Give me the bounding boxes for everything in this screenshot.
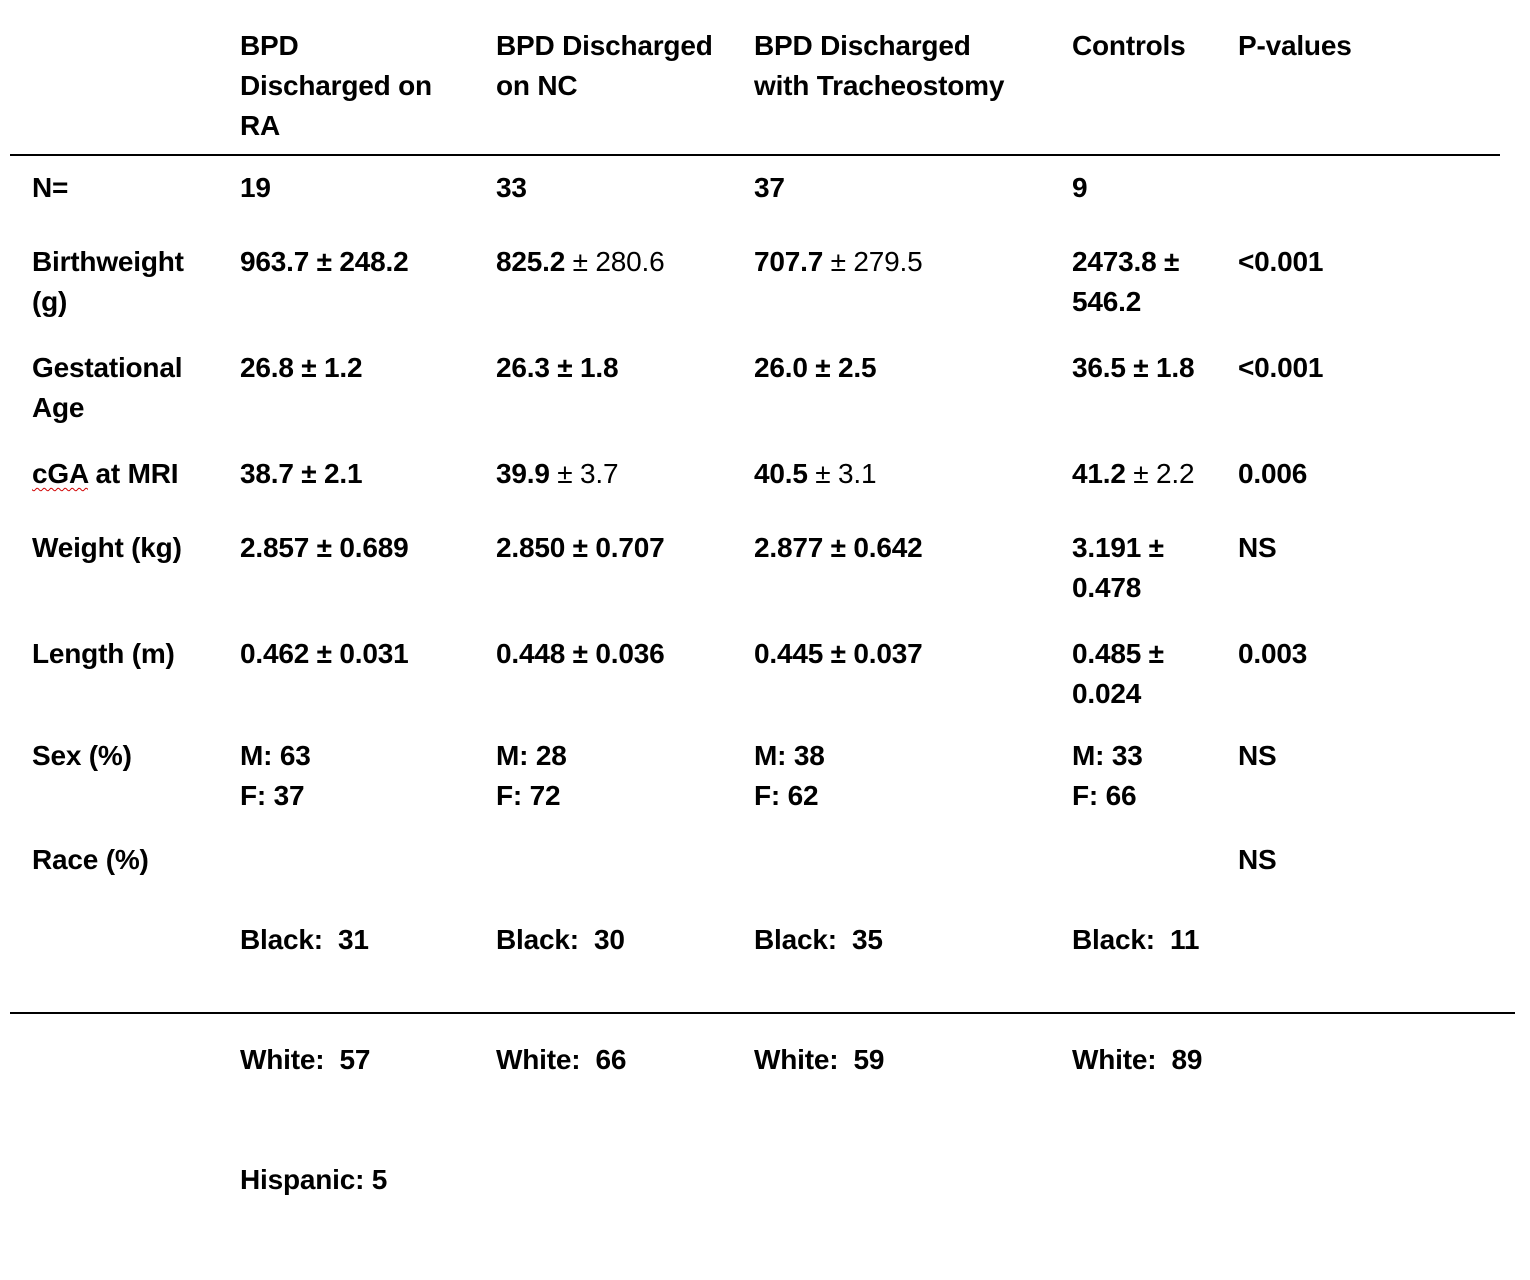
demographics-table: BPD Discharged on RA BPD Discharged on N…: [10, 26, 1515, 1195]
row-label: Gestational Age: [32, 352, 183, 423]
cell-p-value: NS: [1238, 740, 1277, 771]
spellcheck-underline: cGA: [32, 458, 88, 489]
cell-controls: 2473.8 ± 546.2: [1072, 246, 1180, 317]
cell-bpd-trach: Black: 35 White: 59: [754, 924, 885, 1075]
cell-bpd-nc: 0.448 ± 0.036: [496, 638, 665, 669]
footer-rule: [10, 1012, 1515, 1014]
header-text: BPD Discharged: [496, 30, 713, 61]
cell-controls: M: 33 F: 66: [1072, 740, 1143, 811]
cell-p-value: 0.003: [1238, 638, 1308, 669]
cell-bpd-ra: 963.7 ± 248.2: [240, 246, 409, 277]
header-bpd-nc: BPD Discharged on NC: [496, 26, 713, 106]
cell-bpd-nc: 39.9 ± 3.7: [496, 458, 619, 489]
cell-p-value: <0.001: [1238, 352, 1324, 383]
cell-bpd-nc: 33: [496, 172, 527, 203]
header-controls: Controls: [1072, 26, 1186, 66]
cell-p-value: 0.006: [1238, 458, 1308, 489]
header-text: on NC: [496, 70, 578, 101]
row-label: cGA at MRI: [32, 458, 179, 489]
header-bpd-trach: BPD Discharged with Tracheostomy: [754, 26, 1004, 106]
row-label: Sex (%): [32, 740, 132, 771]
row-label: Length (m): [32, 638, 175, 669]
header-p-values: P-values: [1238, 26, 1352, 66]
cell-bpd-trach: 0.445 ± 0.037: [754, 638, 923, 669]
cell-bpd-nc: Black: 30 White: 66: [496, 924, 627, 1075]
cell-p-value: NS: [1238, 844, 1277, 875]
cell-bpd-trach: 37: [754, 172, 785, 203]
cell-bpd-ra: 26.8 ± 1.2: [240, 352, 363, 383]
cell-p-value: NS: [1238, 532, 1277, 563]
row-label: Race (%): [32, 844, 149, 875]
cell-bpd-nc: 825.2 ± 280.6: [496, 246, 665, 277]
header-text: P-values: [1238, 30, 1352, 61]
cell-bpd-trach: 707.7 ± 279.5: [754, 246, 923, 277]
cell-controls: 3.191 ± 0.478: [1072, 532, 1164, 603]
cell-bpd-ra: 2.857 ± 0.689: [240, 532, 409, 563]
cell-controls: 0.485 ± 0.024: [1072, 638, 1164, 709]
header-bpd-ra: BPD Discharged on RA: [240, 26, 432, 146]
header-text: BPD Discharged: [754, 30, 971, 61]
header-text: Controls: [1072, 30, 1186, 61]
cell-bpd-nc: 26.3 ± 1.8: [496, 352, 619, 383]
cell-bpd-nc: 2.850 ± 0.707: [496, 532, 665, 563]
row-label: Birthweight (g): [32, 246, 184, 317]
cell-controls: 41.2 ± 2.2: [1072, 458, 1195, 489]
cell-bpd-trach: M: 38 F: 62: [754, 740, 825, 811]
cell-bpd-ra: 0.462 ± 0.031: [240, 638, 409, 669]
header-text: with Tracheostomy: [754, 70, 1005, 101]
row-label: Weight (kg): [32, 532, 182, 563]
cell-controls: 36.5 ± 1.8: [1072, 352, 1195, 383]
cell-bpd-nc: M: 28 F: 72: [496, 740, 567, 811]
header-rule: [10, 154, 1500, 156]
cell-bpd-ra: Black: 31 White: 57 Hispanic: 5: [240, 924, 388, 1195]
cell-bpd-trach: 26.0 ± 2.5: [754, 352, 877, 383]
header-text: BPD: [240, 30, 299, 61]
cell-bpd-trach: 2.877 ± 0.642: [754, 532, 923, 563]
header-text: RA: [240, 110, 281, 141]
header-text: Discharged on: [240, 70, 432, 101]
cell-bpd-ra: 38.7 ± 2.1: [240, 458, 363, 489]
cell-controls: Black: 11 White: 89: [1072, 924, 1203, 1075]
cell-bpd-trach: 40.5 ± 3.1: [754, 458, 877, 489]
cell-bpd-ra: 19: [240, 172, 271, 203]
cell-controls: 9: [1072, 172, 1088, 203]
cell-bpd-ra: M: 63 F: 37: [240, 740, 311, 811]
row-label: N=: [32, 172, 69, 203]
cell-p-value: <0.001: [1238, 246, 1324, 277]
